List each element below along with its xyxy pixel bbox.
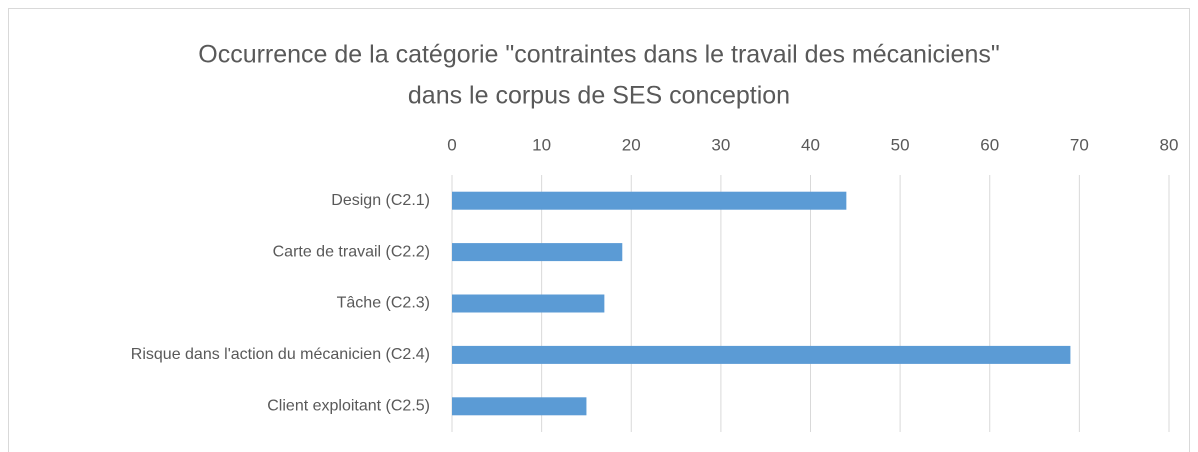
y-tick-label: Risque dans l'action du mécanicien (C2.4…: [131, 346, 430, 363]
y-tick-label: Carte de travail (C2.2): [273, 243, 430, 260]
x-tick-label: 40: [801, 135, 820, 154]
chart-border: [8, 8, 1190, 452]
bar: [452, 345, 1071, 364]
y-tick-label: Tâche (C2.3): [337, 295, 430, 312]
x-tick-label: 60: [980, 135, 999, 154]
x-tick-label: 30: [711, 135, 730, 154]
x-tick-label: 0: [447, 135, 456, 154]
chart-title: dans le corpus de SES conception: [408, 82, 790, 110]
y-tick-label: Design (C2.1): [331, 192, 430, 209]
x-tick-label: 50: [891, 135, 910, 154]
chart-title: Occurrence de la catégorie "contraintes …: [198, 41, 1000, 69]
bar: [452, 243, 623, 262]
x-tick-label: 20: [622, 135, 641, 154]
x-tick-label: 10: [532, 135, 551, 154]
x-tick-label: 70: [1070, 135, 1089, 154]
y-tick-label: Client exploitant (C2.5): [267, 398, 430, 415]
bar: [452, 191, 847, 210]
bar: [452, 397, 587, 416]
bar: [452, 294, 605, 313]
x-tick-label: 80: [1160, 135, 1179, 154]
